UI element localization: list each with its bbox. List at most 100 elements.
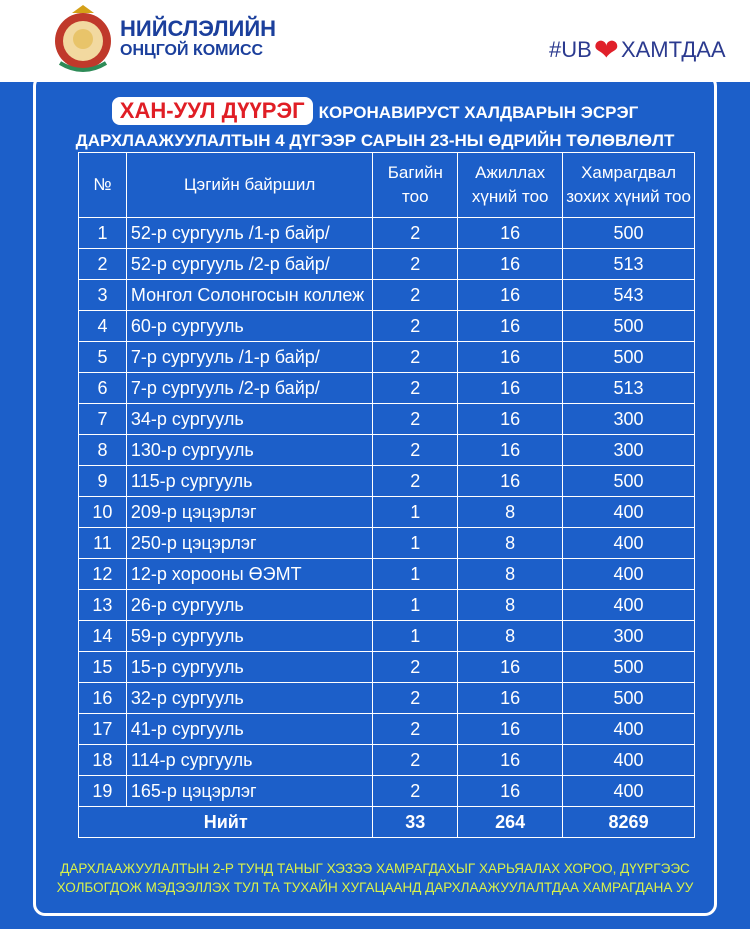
target-count: 400 [562, 589, 695, 621]
team-count: 2 [372, 341, 459, 373]
table-row: 7 34-р сургууль 2 16 300 [78, 403, 695, 435]
worker-count: 8 [457, 620, 564, 652]
location: Монгол Солонгосын коллеж [125, 279, 374, 311]
team-count: 2 [372, 744, 459, 776]
table-row: 14 59-р сургууль 1 8 300 [78, 620, 695, 652]
row-number: 11 [78, 527, 127, 559]
row-number: 9 [78, 465, 127, 497]
row-number: 16 [78, 682, 127, 714]
location: 15-р сургууль [125, 651, 374, 683]
row-number: 3 [78, 279, 127, 311]
location: 209-р цэцэрлэг [125, 496, 374, 528]
worker-count: 16 [457, 403, 564, 435]
team-count: 2 [372, 775, 459, 807]
table-row: 17 41-р сургууль 2 16 400 [78, 713, 695, 745]
table-row: 3 Монгол Солонгосын коллеж 2 16 543 [78, 279, 695, 311]
table-row: 8 130-р сургууль 2 16 300 [78, 434, 695, 466]
worker-count: 8 [457, 589, 564, 621]
district-badge: ХАН-УУЛ ДҮҮРЭГ [111, 97, 313, 125]
team-count: 1 [372, 527, 459, 559]
location: 115-р сургууль [125, 465, 374, 497]
row-number: 5 [78, 341, 127, 373]
team-count: 2 [372, 651, 459, 683]
row-number: 2 [78, 248, 127, 280]
total-people: 8269 [562, 806, 695, 838]
content-card: ХАН-УУЛ ДҮҮРЭГ КОРОНАВИРУСТ ХАЛДВАРЫН ЭСР… [33, 74, 717, 916]
row-number: 4 [78, 310, 127, 342]
target-count: 300 [562, 403, 695, 435]
schedule-table: № Цэгийн байршил Багийн тоо Ажиллах хүни… [77, 152, 695, 838]
location: 32-р сургууль [125, 682, 374, 714]
worker-count: 16 [457, 310, 564, 342]
target-count: 500 [562, 682, 695, 714]
table-header: № Цэгийн байршил Багийн тоо Ажиллах хүни… [78, 152, 695, 218]
target-count: 500 [562, 217, 695, 249]
table-row: 19 165-р цэцэрлэг 2 16 400 [78, 775, 695, 807]
location: 250-р цэцэрлэг [125, 527, 374, 559]
location: 41-р сургууль [125, 713, 374, 745]
target-count: 500 [562, 310, 695, 342]
worker-count: 16 [457, 465, 564, 497]
row-number: 6 [78, 372, 127, 404]
target-count: 513 [562, 372, 695, 404]
table-row: 15 15-р сургууль 2 16 500 [78, 651, 695, 683]
target-count: 500 [562, 465, 695, 497]
location: 60-р сургууль [125, 310, 374, 342]
location: 7-р сургууль /1-р байр/ [125, 341, 374, 373]
team-count: 1 [372, 558, 459, 590]
row-number: 14 [78, 620, 127, 652]
target-count: 543 [562, 279, 695, 311]
hashtag-badge: #UB ❤ ХАМТДАА [545, 30, 726, 70]
location: 52-р сургууль /2-р байр/ [125, 248, 374, 280]
page-title: ХАН-УУЛ ДҮҮРЭГ КОРОНАВИРУСТ ХАЛДВАРЫН ЭСР… [75, 97, 675, 150]
total-label: Нийт [77, 806, 374, 838]
row-number: 17 [78, 713, 127, 745]
target-count: 400 [562, 558, 695, 590]
target-count: 400 [562, 496, 695, 528]
team-count: 2 [372, 713, 459, 745]
team-count: 2 [372, 682, 459, 714]
location: 34-р сургууль [125, 403, 374, 435]
row-number: 10 [78, 496, 127, 528]
worker-count: 8 [457, 558, 564, 590]
worker-count: 16 [457, 217, 564, 249]
target-count: 500 [562, 651, 695, 683]
worker-count: 16 [457, 279, 564, 311]
location: 165-р цэцэрлэг [125, 775, 374, 807]
location: 59-р сургууль [125, 620, 374, 652]
table-row: 5 7-р сургууль /1-р байр/2 16 500 [78, 341, 695, 373]
row-number: 19 [78, 775, 127, 807]
worker-count: 16 [457, 682, 564, 714]
worker-count: 16 [457, 372, 564, 404]
team-count: 2 [372, 372, 459, 404]
total-teams: 33 [372, 806, 459, 838]
location: 12-р хорооны ӨЭМТ [125, 558, 374, 590]
table-row: 16 32-р сургууль 2 16 500 [78, 682, 695, 714]
team-count: 1 [372, 589, 459, 621]
team-count: 2 [372, 310, 459, 342]
row-number: 13 [78, 589, 127, 621]
team-count: 1 [372, 620, 459, 652]
table-row: 2 52-р сургууль /2-р байр/2 16 513 [78, 248, 695, 280]
worker-count: 16 [457, 651, 564, 683]
row-number: 8 [78, 434, 127, 466]
target-count: 300 [562, 620, 695, 652]
location: 26-р сургууль [125, 589, 374, 621]
row-number: 12 [78, 558, 127, 590]
location: 114-р сургууль [125, 744, 374, 776]
worker-count: 16 [457, 248, 564, 280]
target-count: 400 [562, 744, 695, 776]
worker-count: 16 [457, 434, 564, 466]
table-row: 6 7-р сургууль /2-р байр/2 16 513 [78, 372, 695, 404]
emblem-logo [55, 5, 111, 72]
footer-note: ДАРХЛААЖУУЛАЛТЫН 2-Р ТУНД ТАНЫГ ХЭЗЭЭ ХА… [56, 861, 694, 895]
team-count: 2 [372, 465, 459, 497]
worker-count: 16 [457, 775, 564, 807]
team-count: 2 [372, 403, 459, 435]
table-row: 1 52-р сургууль /1-р байр/2 16 500 [78, 217, 695, 249]
table-row: 10 209-р цэцэрлэг 1 8 400 [78, 496, 695, 528]
target-count: 400 [562, 775, 695, 807]
row-number: 7 [78, 403, 127, 435]
table-row: 12 12-р хорооны ӨЭМТ 1 8 400 [78, 558, 695, 590]
worker-count: 16 [457, 744, 564, 776]
